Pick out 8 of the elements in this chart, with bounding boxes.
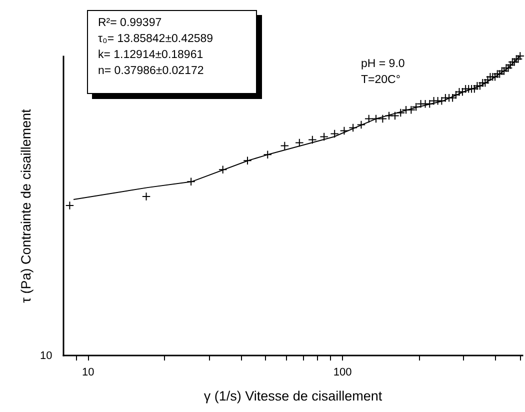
x-axis-title: γ (1/s) Vitesse de cisaillement [204, 388, 382, 404]
text: 10 [40, 349, 52, 364]
annotation: pH = 9.0 [361, 57, 405, 72]
x-tick-label: 100 [333, 366, 352, 378]
y-axis-title: τ (Pa) Contrainte de cisaillement [18, 108, 34, 303]
annotation: n= 0.37986±0.02172 [98, 64, 205, 79]
annotation: k= 1.12914±0.18961 [98, 48, 204, 63]
annotation: T=20C° [361, 73, 402, 88]
